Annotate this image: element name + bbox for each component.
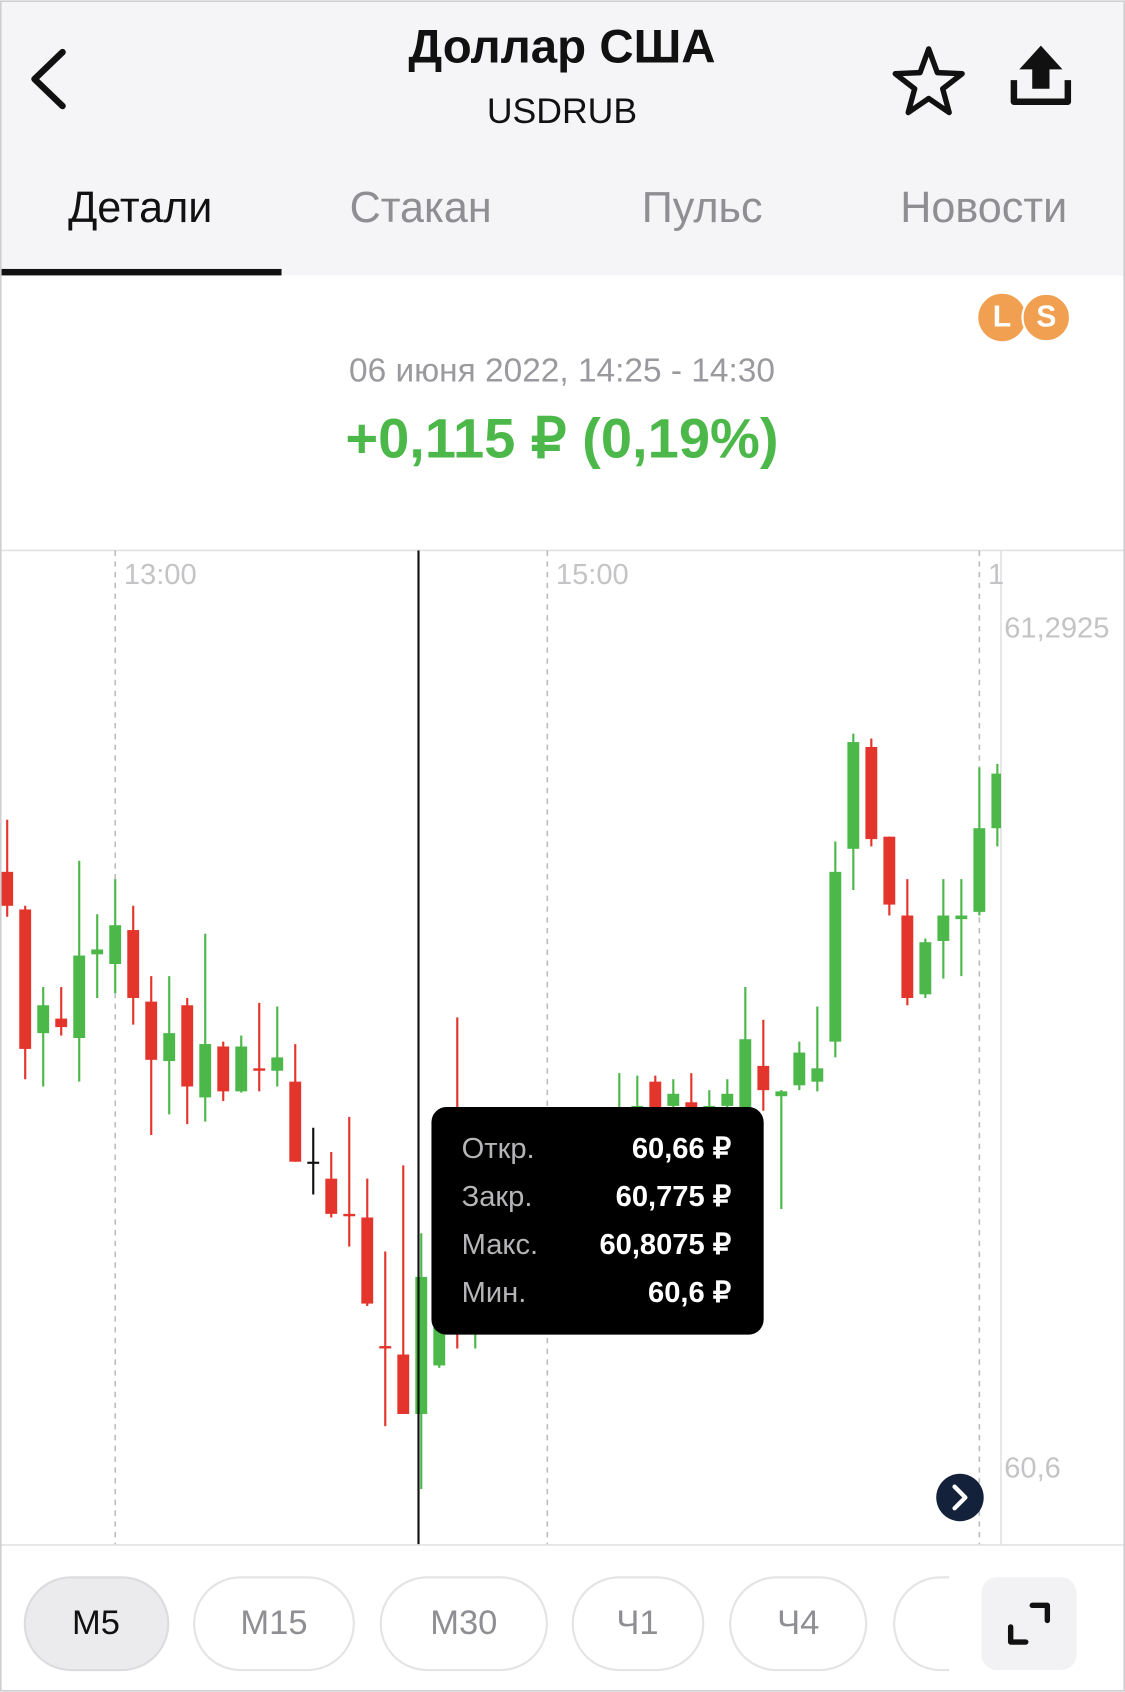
expand-icon	[1007, 1602, 1051, 1645]
candle-body	[361, 1217, 374, 1304]
timeframe-button[interactable]	[729, 1576, 868, 1672]
timeframe-button[interactable]	[379, 1576, 548, 1672]
timeframe-button[interactable]	[193, 1576, 355, 1672]
tooltip-label: Макс.	[462, 1229, 538, 1261]
candle-body	[289, 1081, 302, 1162]
candle-body	[649, 1081, 662, 1108]
timeframe-label: М5	[72, 1604, 120, 1642]
candle-body	[253, 1068, 266, 1071]
candle-body	[271, 1057, 284, 1071]
candle-body	[757, 1065, 770, 1091]
candle-body	[55, 1018, 68, 1028]
candle-body	[667, 1093, 680, 1106]
tab[interactable]: Пульс	[642, 184, 763, 232]
timeframe-label: М30	[430, 1604, 497, 1642]
candle-body	[1, 871, 14, 906]
tooltip-value: 60,66 ₽	[632, 1133, 731, 1165]
x-tick-label: 15:00	[556, 559, 629, 591]
share-arrow	[1019, 45, 1063, 89]
favorite-button[interactable]	[892, 46, 965, 116]
candle-body	[973, 828, 986, 912]
candle-body	[793, 1052, 806, 1086]
candle-body	[901, 915, 914, 998]
share-button[interactable]	[1010, 45, 1072, 105]
candle-body	[811, 1068, 824, 1082]
candle-body	[181, 1005, 194, 1087]
scroll-right-icon	[952, 1484, 968, 1511]
badge-label: L	[993, 301, 1011, 334]
scroll-right-button[interactable]	[936, 1473, 984, 1522]
candle-body	[217, 1046, 230, 1092]
candle-body	[19, 909, 32, 1049]
candle-body	[739, 1039, 752, 1108]
candle-body	[937, 915, 950, 941]
tooltip-label: Закр.	[462, 1181, 533, 1213]
title: Доллар США	[408, 21, 715, 74]
candle-body	[379, 1346, 392, 1349]
header-bg	[0, 0, 1125, 276]
candle-body	[199, 1044, 212, 1098]
candle-body	[955, 915, 968, 920]
candle-body	[847, 742, 860, 849]
candle-body	[91, 949, 104, 955]
timeframe-button[interactable]	[571, 1576, 705, 1672]
candle-body	[829, 871, 842, 1042]
candle-body	[883, 836, 896, 905]
active-tab-indicator	[0, 268, 282, 276]
candle-body	[307, 1161, 320, 1164]
timeframe-label: М15	[240, 1604, 307, 1642]
candle-body	[721, 1093, 734, 1106]
candle-body	[325, 1178, 338, 1214]
expand-button[interactable]	[981, 1577, 1077, 1671]
tab[interactable]: Новости	[900, 184, 1067, 232]
tooltip-value: 60,8075 ₽	[599, 1229, 731, 1261]
badge	[1021, 292, 1072, 343]
badge	[978, 293, 1026, 342]
candle-body	[865, 746, 878, 840]
candle-body	[343, 1213, 356, 1217]
tab[interactable]: Стакан	[350, 184, 492, 232]
tooltip-value: 60,775 ₽	[616, 1181, 732, 1213]
tooltip-label: Откр.	[462, 1133, 535, 1165]
back-button[interactable]	[31, 48, 66, 110]
candle-body	[163, 1033, 176, 1062]
candle-body	[919, 942, 932, 995]
share-tray	[1010, 80, 1072, 105]
candle-body	[109, 925, 122, 965]
tooltip-bg	[431, 1107, 764, 1335]
candle-body	[991, 773, 1001, 829]
tooltip: Откр. 60,66 ₽ Закр. 60,775 ₽ Макс. 60,8075 ₽ М…	[431, 1107, 764, 1335]
x-tick-label: 13:00	[124, 559, 197, 591]
candle-body	[127, 930, 140, 998]
x-tick-label: 1	[988, 559, 1004, 591]
timeframe-label: Ч1	[616, 1604, 658, 1642]
candle-body	[775, 1091, 788, 1097]
y-tick-label: 61,2925	[1004, 613, 1109, 645]
tooltip-label: Мин.	[462, 1277, 527, 1309]
candle-body	[37, 1005, 50, 1034]
timeframe-label: Ч4	[777, 1604, 819, 1642]
candle-body	[145, 1001, 158, 1060]
timeframe-button[interactable]	[23, 1576, 170, 1672]
tab[interactable]: Детали	[68, 184, 212, 232]
change: +0,115 ₽ (0,19%)	[345, 406, 778, 469]
candle-body	[397, 1354, 410, 1414]
period: 06 июня 2022, 14:25 - 14:30	[349, 352, 775, 389]
badge-label: S	[1036, 301, 1056, 334]
candle-body	[415, 1276, 428, 1414]
candle-body	[235, 1046, 248, 1092]
subtitle: USDRUB	[487, 91, 637, 131]
candle-body	[73, 955, 86, 1038]
tooltip-value: 60,6 ₽	[648, 1277, 731, 1309]
y-tick-label: 60,6	[1004, 1452, 1061, 1484]
